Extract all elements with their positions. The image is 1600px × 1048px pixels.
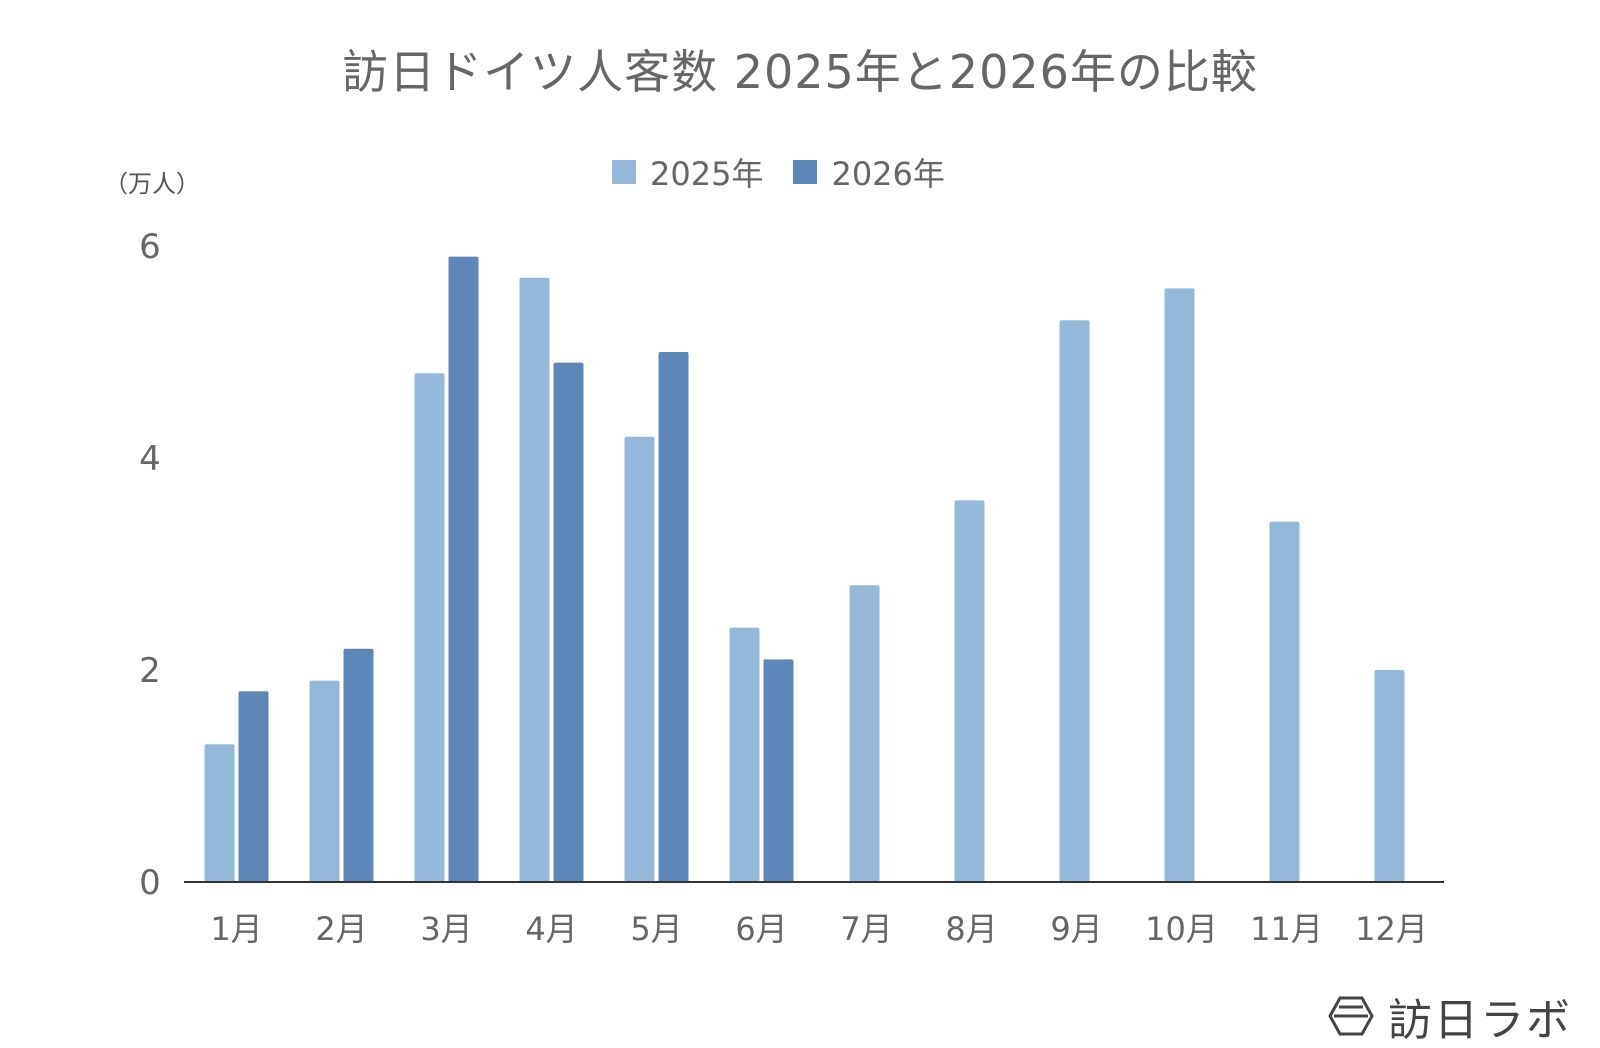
y-axis-unit-label: （万人） <box>104 170 200 198</box>
y-tick-label: 6 <box>139 227 161 267</box>
x-tick-label: 8月 <box>945 910 997 948</box>
bar-2025-11 <box>1269 521 1300 882</box>
bar-2025-10 <box>1164 288 1195 882</box>
hexagon-logo-icon <box>1328 996 1374 1036</box>
bar-2026-5 <box>658 352 689 882</box>
chart-title: 訪日ドイツ人客数 2025年と2026年の比較 <box>342 45 1258 99</box>
bar-2025-12 <box>1374 670 1405 882</box>
legend-label-2026: 2026年 <box>831 155 945 193</box>
bar-2025-8 <box>954 500 985 882</box>
x-tick-label: 6月 <box>735 910 787 948</box>
bar-2025-3 <box>414 373 445 882</box>
bar-2025-9 <box>1059 320 1090 882</box>
bar-2025-1 <box>204 744 235 882</box>
legend-item-2026: 2026年 <box>793 149 945 195</box>
y-tick-label: 4 <box>139 439 161 479</box>
bar-2026-2 <box>343 648 374 882</box>
bar-2025-4 <box>519 277 550 882</box>
legend-swatch-2026 <box>793 160 818 184</box>
watermark-text: 訪日ラボ <box>1388 995 1572 1046</box>
x-tick-label: 9月 <box>1050 910 1102 948</box>
bar-2025-6 <box>729 627 760 882</box>
x-tick-label: 12月 <box>1355 910 1428 948</box>
legend-label-2025: 2025年 <box>650 155 764 193</box>
legend-item-2025: 2025年 <box>612 149 763 195</box>
x-tick-label: 11月 <box>1250 910 1323 948</box>
x-tick-label: 10月 <box>1145 910 1218 948</box>
bar-2026-6 <box>763 659 794 882</box>
x-tick-label: 4月 <box>525 910 577 948</box>
x-tick-label: 3月 <box>420 910 472 948</box>
bar-2025-5 <box>624 436 655 882</box>
y-tick-label: 2 <box>139 651 161 691</box>
bar-2026-3 <box>448 256 479 883</box>
x-tick-label: 7月 <box>840 910 892 948</box>
bar-2026-4 <box>553 362 584 883</box>
legend-swatch-2025 <box>612 160 636 184</box>
legend: 2025年 2026年 <box>612 149 975 195</box>
y-tick-label: 0 <box>139 863 161 903</box>
bar-2026-1 <box>238 691 269 882</box>
bar-2025-7 <box>849 585 880 882</box>
bar-2025-2 <box>309 680 340 882</box>
watermark: 訪日ラボ <box>1328 984 1572 1048</box>
x-tick-label: 1月 <box>210 910 262 948</box>
x-tick-label: 2月 <box>315 910 367 948</box>
x-tick-label: 5月 <box>630 910 682 948</box>
